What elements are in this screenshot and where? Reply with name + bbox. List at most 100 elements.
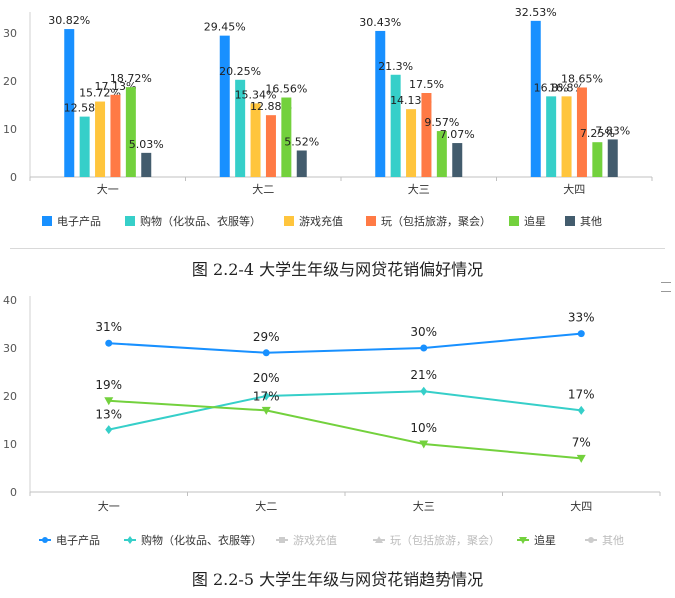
bar	[110, 94, 121, 177]
data-label: 16.8%	[534, 81, 569, 94]
x-tick-label: 大一	[97, 182, 119, 196]
bar	[235, 79, 246, 177]
y-tick-label: 10	[3, 438, 17, 451]
data-label: 29%	[253, 330, 280, 344]
bar	[390, 74, 401, 177]
data-label: 5.03%	[129, 138, 164, 151]
bar	[546, 96, 557, 177]
series-line-group	[105, 386, 585, 435]
data-label: 17%	[568, 387, 595, 401]
legend-swatch	[284, 216, 294, 226]
corner-mark	[661, 282, 671, 292]
point	[420, 386, 428, 396]
point	[588, 537, 594, 543]
data-label: 7.83%	[595, 124, 630, 137]
y-tick-label: 10	[3, 123, 17, 136]
bar	[452, 143, 463, 177]
data-label: 7%	[572, 435, 591, 449]
point	[419, 440, 429, 449]
x-tick-label: 大四	[563, 182, 585, 196]
point	[127, 536, 133, 544]
legend-swatch	[42, 216, 52, 226]
data-label: 16.56%	[265, 83, 307, 96]
bar	[530, 20, 541, 177]
series-line	[108, 390, 582, 431]
bar	[592, 142, 603, 177]
legend-label: 购物（化妆品、衣服等）	[141, 533, 262, 547]
bar	[561, 96, 572, 177]
bar	[95, 101, 106, 177]
data-label: 7.25%	[580, 127, 615, 140]
y-tick-label: 0	[10, 171, 17, 184]
series-line	[108, 332, 582, 354]
bar	[281, 97, 292, 177]
bar	[250, 103, 261, 177]
bar	[296, 150, 307, 177]
x-tick-label: 大二	[252, 182, 274, 196]
point	[577, 330, 585, 338]
x-tick-label: 大二	[255, 499, 277, 513]
legend-label: 其他	[602, 534, 624, 547]
legend-label: 游戏充值	[293, 533, 337, 547]
point	[105, 425, 113, 435]
x-tick-label: 大一	[98, 499, 120, 513]
line-chart: 0 10 20 30 40 大一 大二 大三 大四 31% 29% 30% 33% 13% 20% 21% 17…	[3, 294, 661, 547]
legend-swatch	[125, 216, 135, 226]
legend-swatch	[366, 216, 376, 226]
x-tick-label: 大三	[408, 182, 430, 196]
bar	[64, 29, 75, 178]
data-label: 30.82%	[48, 14, 90, 27]
legend-label: 电子产品	[56, 533, 100, 547]
legend-label: 购物（化妆品、衣服等）	[140, 214, 261, 228]
data-label: 32.53%	[515, 6, 557, 19]
series-line-group	[105, 330, 585, 357]
point	[375, 536, 383, 543]
data-label: 19%	[95, 378, 122, 392]
legend-label: 玩（包括旅游，聚会）	[381, 214, 491, 228]
data-label: 7.07%	[440, 128, 475, 141]
bar	[406, 109, 417, 177]
point	[42, 537, 48, 543]
data-label: 16.8%	[549, 81, 584, 94]
bar	[265, 115, 276, 177]
legend-label: 追星	[524, 214, 546, 228]
y-tick-label: 40	[3, 294, 17, 307]
data-label: 20.25%	[219, 65, 261, 78]
y-tick-label: 0	[10, 486, 17, 499]
bar	[375, 30, 386, 177]
data-label: 20%	[253, 371, 280, 385]
data-label: 30.43%	[359, 16, 401, 29]
data-label: 10%	[410, 421, 437, 435]
bar	[436, 131, 447, 177]
x-tick-label: 大三	[413, 499, 435, 513]
data-label: 21%	[410, 368, 437, 382]
legend-label: 电子产品	[57, 214, 101, 228]
point	[105, 339, 113, 347]
bar	[576, 87, 587, 177]
point	[104, 397, 114, 406]
legend-label: 游戏充值	[299, 214, 343, 228]
bar	[141, 152, 152, 177]
data-label: 17%	[253, 389, 280, 403]
legend-swatch	[509, 216, 519, 226]
series-line-group	[104, 397, 586, 463]
point	[262, 391, 270, 401]
bar	[421, 93, 432, 177]
point	[420, 344, 428, 352]
data-label: 9.57%	[424, 116, 459, 129]
figure-caption-2: 图 2.2-5 大学生年级与网贷花销趋势情况	[191, 570, 484, 589]
data-label: 18.65%	[561, 72, 603, 85]
point	[519, 537, 527, 544]
data-label: 31%	[95, 320, 122, 334]
legend-label: 追星	[534, 533, 556, 547]
data-label: 30%	[410, 325, 437, 339]
x-tick-label: 大四	[570, 499, 592, 513]
point	[261, 406, 271, 415]
bar-chart: 0102030大一30.82%12.58%15.72%17.13%18.72%5…	[3, 6, 653, 228]
bar	[607, 139, 618, 177]
data-label: 33%	[568, 311, 595, 325]
data-label: 18.72%	[110, 72, 152, 85]
data-label: 15.34%	[235, 88, 277, 101]
divider	[10, 248, 665, 249]
data-label: 5.52%	[284, 136, 319, 149]
